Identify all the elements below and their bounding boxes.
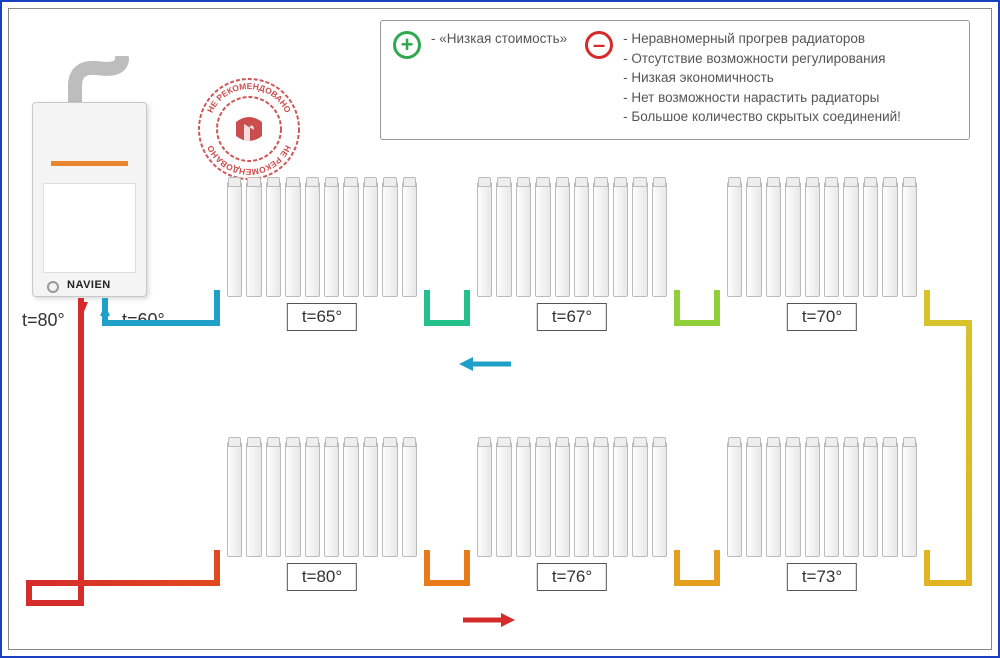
radiator-body	[727, 182, 917, 297]
radiator-r5: t=76°	[477, 442, 667, 557]
plus-icon: +	[393, 31, 421, 59]
con-item: Отсутствие возможности регулирования	[623, 49, 901, 69]
radiator-body	[227, 442, 417, 557]
pipe-bot-h0b	[26, 600, 84, 606]
pipe-supply-riser	[78, 298, 84, 606]
legend-cons: – Неравномерный прогрев радиаторов Отсут…	[585, 29, 901, 131]
boiler-knob	[47, 281, 59, 293]
not-recommended-stamp: НЕ РЕКОМЕНДОВАНО НЕ РЕКОМЕНДОВАНО	[194, 74, 304, 184]
pipe-top-h4	[924, 320, 972, 326]
pipe-bot-v-r4l	[214, 550, 220, 586]
pipe-bot-v-r5l	[464, 550, 470, 586]
radiator-temp-label: t=73°	[787, 563, 857, 591]
radiator-r4: t=80°	[227, 442, 417, 557]
pipe-right-vertical	[966, 320, 972, 586]
radiator-r3: t=70°	[727, 182, 917, 297]
boiler-brand: NAVIEN	[67, 279, 111, 291]
legend-pros: + «Низкая стоимость»	[393, 29, 567, 131]
diagram-frame: + «Низкая стоимость» – Неравномерный про…	[0, 0, 1000, 658]
boiler: NAVIEN	[32, 102, 147, 297]
flow-arrow-supply-icon	[457, 608, 517, 632]
radiator-temp-label: t=67°	[537, 303, 607, 331]
pipe-top-v-r1l	[214, 290, 220, 326]
pros-list: «Низкая стоимость»	[431, 29, 567, 131]
radiator-r2: t=67°	[477, 182, 667, 297]
con-item: Неравномерный прогрев радиаторов	[623, 29, 901, 49]
legend-box: + «Низкая стоимость» – Неравномерный про…	[380, 20, 970, 140]
radiator-body	[227, 182, 417, 297]
boiler-accent-bar	[51, 161, 128, 166]
diagram-canvas: + «Низкая стоимость» – Неравномерный про…	[2, 2, 998, 656]
radiator-temp-label: t=70°	[787, 303, 857, 331]
boiler-panel	[43, 183, 136, 273]
pipe-top-h1	[102, 320, 220, 326]
cons-list: Неравномерный прогрев радиаторов Отсутст…	[623, 29, 901, 131]
radiator-body	[477, 182, 667, 297]
radiator-r6: t=73°	[727, 442, 917, 557]
radiator-temp-label: t=65°	[287, 303, 357, 331]
pipe-bot-h1	[26, 580, 220, 586]
radiator-r1: t=65°	[227, 182, 417, 297]
radiator-temp-label: t=80°	[287, 563, 357, 591]
pipe-top-v-r2l	[464, 290, 470, 326]
radiator-body	[477, 442, 667, 557]
pipe-bot-h4	[924, 580, 972, 586]
con-item: Нет возможности нарастить радиаторы	[623, 88, 901, 108]
pipe-top-v-r3l	[714, 290, 720, 326]
supply-temp-label: t=80°	[22, 310, 65, 331]
minus-icon: –	[585, 31, 613, 59]
pipe-bot-v-r6l	[714, 550, 720, 586]
con-item: Большое количество скрытых соединений!	[623, 107, 901, 127]
flow-arrow-return-icon	[457, 352, 517, 376]
radiator-body	[727, 442, 917, 557]
con-item: Низкая экономичность	[623, 68, 901, 88]
pro-item: «Низкая стоимость»	[431, 29, 567, 49]
radiator-temp-label: t=76°	[537, 563, 607, 591]
